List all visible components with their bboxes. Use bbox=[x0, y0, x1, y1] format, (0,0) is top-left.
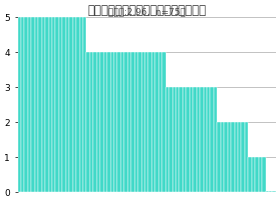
Bar bbox=[159, 52, 162, 192]
Bar bbox=[221, 122, 224, 192]
Bar bbox=[45, 17, 48, 192]
Bar bbox=[217, 122, 221, 192]
Bar bbox=[272, 191, 276, 192]
Bar bbox=[35, 17, 38, 192]
Bar bbox=[121, 52, 124, 192]
Bar bbox=[76, 17, 80, 192]
Bar bbox=[87, 52, 90, 192]
Bar bbox=[166, 87, 169, 192]
Title: リンク切れ（別ページ）のスコア分布: リンク切れ（別ページ）のスコア分布 bbox=[87, 4, 206, 17]
Bar bbox=[42, 17, 45, 192]
Bar bbox=[117, 52, 121, 192]
Bar bbox=[169, 87, 172, 192]
Bar bbox=[262, 157, 265, 192]
Bar bbox=[269, 191, 272, 192]
Bar bbox=[193, 87, 197, 192]
Bar bbox=[80, 17, 83, 192]
Bar bbox=[107, 52, 111, 192]
Bar bbox=[145, 52, 148, 192]
Bar bbox=[104, 52, 107, 192]
Bar bbox=[204, 87, 207, 192]
Bar bbox=[224, 122, 228, 192]
Bar bbox=[259, 157, 262, 192]
Bar bbox=[66, 17, 69, 192]
Bar bbox=[83, 17, 87, 192]
Bar bbox=[28, 17, 31, 192]
Bar bbox=[210, 87, 214, 192]
Bar bbox=[265, 191, 269, 192]
Bar bbox=[207, 87, 210, 192]
Bar bbox=[21, 17, 24, 192]
Bar bbox=[69, 17, 73, 192]
Bar bbox=[24, 17, 28, 192]
Bar bbox=[186, 87, 190, 192]
Bar bbox=[55, 17, 59, 192]
Bar bbox=[252, 157, 255, 192]
Bar bbox=[190, 87, 193, 192]
Bar bbox=[179, 87, 183, 192]
Bar bbox=[235, 122, 238, 192]
Bar bbox=[214, 87, 217, 192]
Bar bbox=[48, 17, 52, 192]
Bar bbox=[135, 52, 138, 192]
Bar bbox=[131, 52, 135, 192]
Bar bbox=[183, 87, 186, 192]
Bar bbox=[162, 52, 166, 192]
Bar bbox=[197, 87, 200, 192]
Bar bbox=[111, 52, 114, 192]
Bar bbox=[31, 17, 35, 192]
Bar bbox=[128, 52, 131, 192]
Bar bbox=[148, 52, 152, 192]
Bar bbox=[52, 17, 55, 192]
Bar bbox=[73, 17, 76, 192]
Bar bbox=[176, 87, 179, 192]
Bar bbox=[138, 52, 141, 192]
Bar bbox=[97, 52, 100, 192]
Bar bbox=[152, 52, 155, 192]
Bar bbox=[155, 52, 159, 192]
Bar bbox=[124, 52, 128, 192]
Text: （平均:2.96,  n=75）: （平均:2.96, n=75） bbox=[108, 7, 186, 16]
Bar bbox=[241, 122, 245, 192]
Bar bbox=[255, 157, 259, 192]
Bar bbox=[59, 17, 62, 192]
Bar bbox=[141, 52, 145, 192]
Bar bbox=[231, 122, 235, 192]
Bar bbox=[228, 122, 231, 192]
Bar bbox=[90, 52, 93, 192]
Bar bbox=[245, 122, 248, 192]
Bar bbox=[238, 122, 241, 192]
Bar bbox=[172, 87, 176, 192]
Bar bbox=[100, 52, 104, 192]
Bar bbox=[93, 52, 97, 192]
Bar bbox=[248, 157, 252, 192]
Bar bbox=[114, 52, 117, 192]
Bar bbox=[38, 17, 42, 192]
Bar bbox=[62, 17, 66, 192]
Bar bbox=[18, 17, 21, 192]
Bar bbox=[200, 87, 204, 192]
